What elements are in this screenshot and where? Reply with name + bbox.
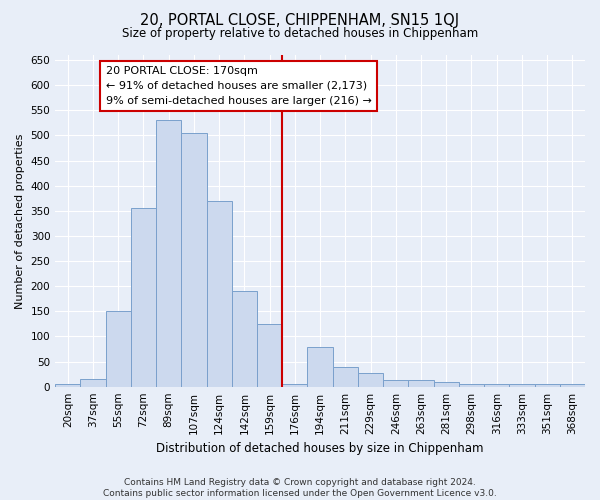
Bar	[55, 384, 80, 386]
X-axis label: Distribution of detached houses by size in Chippenham: Distribution of detached houses by size …	[157, 442, 484, 455]
Bar	[307, 348, 332, 387]
Bar	[358, 373, 383, 386]
Text: Contains HM Land Registry data © Crown copyright and database right 2024.
Contai: Contains HM Land Registry data © Crown c…	[103, 478, 497, 498]
Text: Size of property relative to detached houses in Chippenham: Size of property relative to detached ho…	[122, 28, 478, 40]
Bar	[484, 384, 509, 386]
Bar	[332, 366, 358, 386]
Bar	[434, 382, 459, 386]
Bar	[409, 380, 434, 386]
Bar	[232, 291, 257, 386]
Bar	[206, 200, 232, 386]
Text: 20 PORTAL CLOSE: 170sqm
← 91% of detached houses are smaller (2,173)
9% of semi-: 20 PORTAL CLOSE: 170sqm ← 91% of detache…	[106, 66, 371, 106]
Bar	[106, 312, 131, 386]
Y-axis label: Number of detached properties: Number of detached properties	[15, 133, 25, 308]
Bar	[181, 133, 206, 386]
Bar	[509, 384, 535, 386]
Bar	[383, 380, 409, 386]
Bar	[131, 208, 156, 386]
Bar	[282, 384, 307, 386]
Bar	[257, 324, 282, 386]
Bar	[459, 384, 484, 386]
Bar	[535, 384, 560, 386]
Bar	[156, 120, 181, 386]
Text: 20, PORTAL CLOSE, CHIPPENHAM, SN15 1QJ: 20, PORTAL CLOSE, CHIPPENHAM, SN15 1QJ	[140, 12, 460, 28]
Bar	[80, 379, 106, 386]
Bar	[560, 384, 585, 386]
